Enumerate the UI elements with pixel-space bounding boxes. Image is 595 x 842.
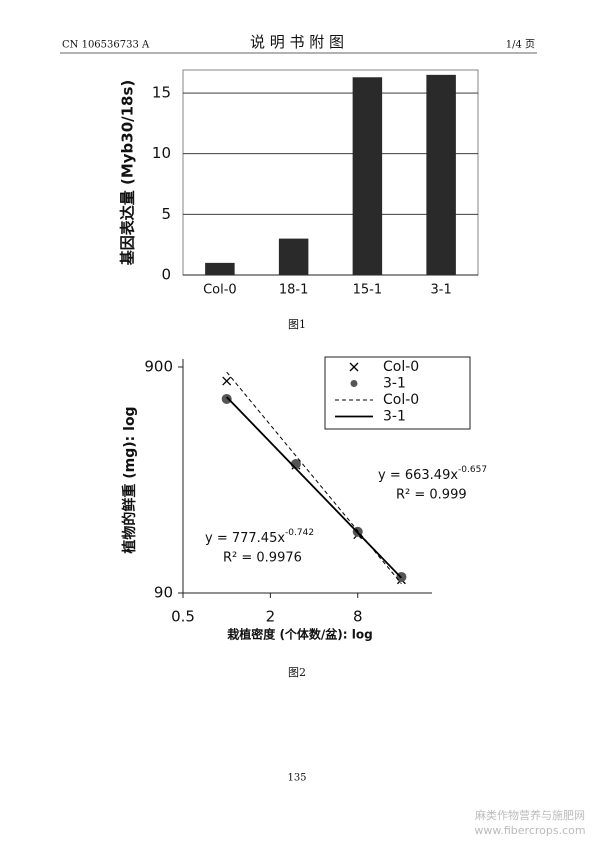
fit-line [226,396,403,579]
equation-exponent: -0.657 [458,465,487,475]
y-tick-label: 10 [152,144,171,162]
equation-base: y = 777.45x [205,531,285,546]
r-squared: R² = 0.999 [396,488,467,503]
legend-label: 3-1 [383,409,406,425]
caption: 图2 [288,666,306,679]
y-tick-label: 15 [152,84,171,102]
header-center: 说 明 书 附 图 [250,33,344,51]
header-left: CN 106536733 A [62,40,150,51]
watermark: www.fibercrops.com [474,824,585,837]
equation-exponent: -0.742 [285,528,314,538]
bar [205,262,235,275]
bar [278,238,309,275]
marker-stroke [349,362,359,372]
y-tick-label: 90 [154,584,173,602]
bar [426,74,456,275]
x-tick-label: 8 [353,608,363,626]
header-right: 1/4 页 [506,39,535,51]
legend-box [324,356,471,430]
bar [352,77,383,275]
x-tick-label: 3-1 [431,283,452,298]
marker-dot [221,393,232,404]
x-tick-label: 15-1 [353,283,383,298]
y-axis-label: 植物的鲜重 (mg): log [121,406,138,554]
marker-stroke [222,376,232,386]
marker-x [222,376,232,386]
y-axis-label: 基因表达量 (Myb30/18s) [119,80,137,267]
x-tick-label: 2 [266,608,276,626]
caption: 图1 [288,318,306,331]
y-tick-label: 0 [161,266,171,284]
equation: y = 777.45x-0.742 [205,528,314,546]
legend-label: 3-1 [383,376,406,392]
r-squared: R² = 0.9976 [223,551,302,566]
y-tick-label: 900 [144,358,173,376]
page-number: 135 [287,773,306,784]
y-tick-label: 5 [161,205,171,223]
watermark: 麻类作物营养与施肥网 [475,808,585,822]
x-axis-label: 栽植密度 (个体数/盆): log [227,627,372,642]
equation: y = 663.49x-0.657 [378,465,487,483]
marker-dot [350,380,358,387]
fit-line [226,371,402,584]
legend-label: Col-0 [383,359,419,375]
x-tick-label: Col-0 [203,283,237,298]
x-tick-label: 18-1 [279,283,309,298]
marker-x [349,362,359,372]
equation-base: y = 663.49x [378,468,458,483]
legend-label: Col-0 [383,392,419,408]
x-tick-label: 0.5 [171,608,195,626]
